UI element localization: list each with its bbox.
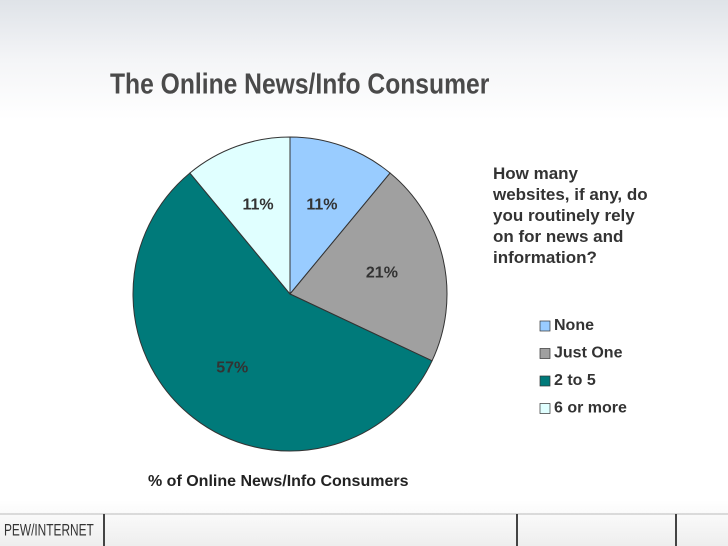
pie-slice <box>289 172 448 362</box>
logo: PEW/INTERNET <box>4 522 94 541</box>
pie-slice <box>189 136 291 296</box>
data-label: 11% <box>306 197 337 214</box>
legend-swatch <box>539 375 551 387</box>
legend-label: Just One <box>554 345 623 362</box>
legend-label: 6 or more <box>554 400 627 417</box>
legend-label: None <box>554 317 594 334</box>
axis-label: % of Online News/Info Consumers <box>148 473 409 490</box>
legend-swatch <box>539 403 551 414</box>
legend-swatch <box>539 348 551 359</box>
pie-slice <box>289 136 391 296</box>
pie-slice <box>132 172 433 452</box>
legend-swatch <box>539 320 551 332</box>
data-label: 21% <box>366 265 398 282</box>
legend-title: How many websites, if any, do you routin… <box>493 164 648 267</box>
chart-title: The Online News/Info Consumer <box>110 68 490 100</box>
legend-label: 2 to 5 <box>554 372 596 389</box>
data-label: 11% <box>243 197 274 214</box>
data-label: 57% <box>216 360 248 377</box>
